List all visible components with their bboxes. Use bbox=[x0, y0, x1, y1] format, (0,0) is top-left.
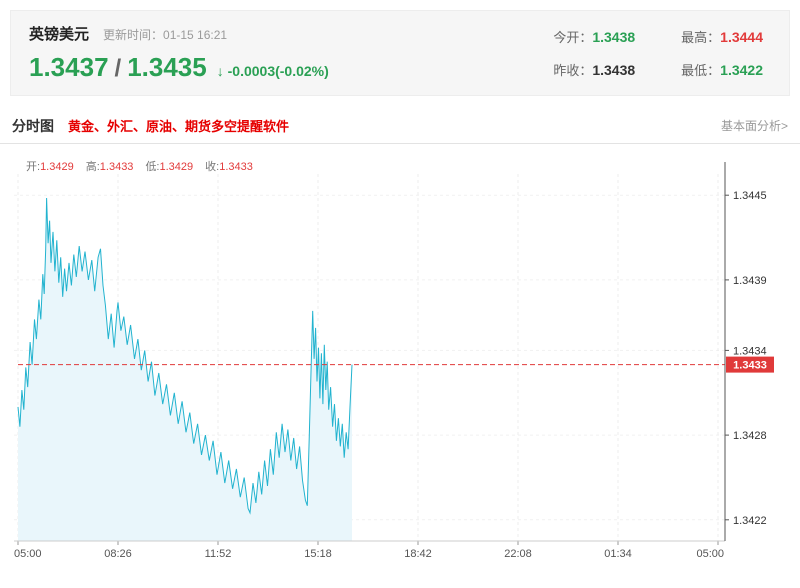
chart-toolbar: 分时图 黄金、外汇、原油、期货多空提醒软件 基本面分析> bbox=[0, 108, 800, 144]
svg-text:05:00: 05:00 bbox=[14, 548, 42, 560]
svg-text:1.3445: 1.3445 bbox=[733, 190, 767, 202]
stat-high: 最高：1.3444 bbox=[681, 29, 763, 45]
quote-header: 英镑美元 更新时间：01-15 16:21 1.3437 / 1.3435 ↓ … bbox=[10, 10, 790, 96]
promo-link[interactable]: 黄金、外汇、原油、期货多空提醒软件 bbox=[68, 119, 290, 134]
tab-intraday[interactable]: 分时图 bbox=[12, 117, 54, 134]
stat-prev-close: 昨收：1.3438 bbox=[553, 62, 636, 78]
price-separator: / bbox=[114, 55, 122, 82]
ohlc-open-label: 开: bbox=[26, 161, 41, 173]
svg-text:1.3439: 1.3439 bbox=[733, 275, 767, 287]
svg-text:01:34: 01:34 bbox=[604, 548, 632, 560]
bid-price: 1.3437 bbox=[29, 52, 109, 82]
svg-text:22:08: 22:08 bbox=[504, 548, 532, 560]
ohlc-close-value: 1.3433 bbox=[219, 161, 253, 173]
stat-open: 今开：1.3438 bbox=[553, 29, 636, 45]
fundamental-analysis-link[interactable]: 基本面分析> bbox=[720, 119, 788, 133]
svg-text:15:18: 15:18 bbox=[304, 548, 332, 560]
svg-text:05:00: 05:00 bbox=[696, 548, 724, 560]
stat-low: 最低：1.3422 bbox=[681, 62, 763, 78]
svg-text:18:42: 18:42 bbox=[404, 548, 432, 560]
price-change: -0.0003(-0.02%) bbox=[227, 63, 329, 79]
svg-text:1.3434: 1.3434 bbox=[733, 345, 767, 357]
svg-text:1.3433: 1.3433 bbox=[733, 360, 767, 372]
quote-stats: 今开：1.3438 最高：1.3444 昨收：1.3438 最低：1.3422 bbox=[553, 27, 771, 79]
svg-text:08:26: 08:26 bbox=[104, 548, 132, 560]
ohlc-low-value: 1.3429 bbox=[159, 161, 194, 173]
svg-text:11:52: 11:52 bbox=[205, 548, 232, 560]
ohlc-low-label: 低: bbox=[145, 161, 160, 173]
svg-text:1.3422: 1.3422 bbox=[733, 515, 767, 527]
ohlc-open-value: 1.3429 bbox=[40, 161, 74, 173]
ohlc-readout: 开:1.3429 高:1.3433 低:1.3429 收:1.3433 bbox=[26, 158, 265, 174]
update-time: 更新时间：01-15 16:21 bbox=[103, 28, 228, 42]
symbol-title: 英镑美元 bbox=[29, 26, 90, 43]
ask-price: 1.3435 bbox=[127, 52, 207, 82]
ohlc-high-label: 高: bbox=[85, 161, 100, 173]
ohlc-high-value: 1.3433 bbox=[99, 161, 134, 173]
ohlc-close-label: 收: bbox=[205, 161, 220, 173]
chart-area: 开:1.3429 高:1.3433 低:1.3429 收:1.3433 1.3445 1… bbox=[0, 144, 800, 574]
svg-text:1.3428: 1.3428 bbox=[733, 430, 767, 442]
intraday-chart: 1.3445 1.3439 1.3434 1.3428 1.3422 05:00 08:26… bbox=[14, 162, 774, 560]
down-arrow-icon: ↓ bbox=[216, 63, 224, 79]
